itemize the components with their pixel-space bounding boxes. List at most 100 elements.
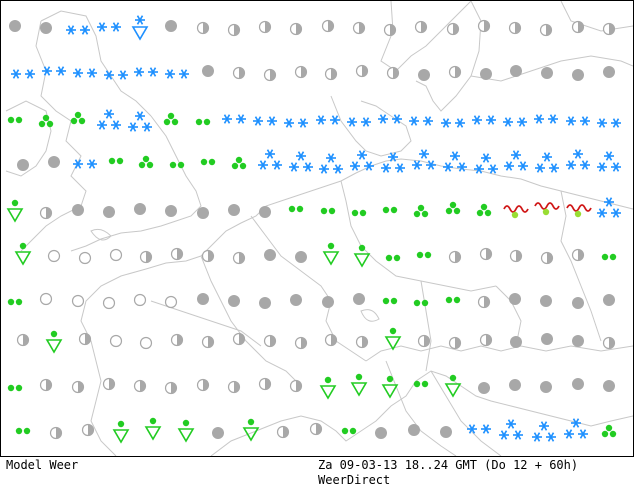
rain-icon (601, 253, 617, 261)
clear-icon (102, 296, 116, 310)
partly-icon (258, 377, 272, 391)
clear-disc (47, 249, 61, 263)
partly-icon (448, 65, 462, 79)
raindrop-glyph (296, 205, 304, 213)
coastline-sweden (415, 1, 482, 112)
partly-fill (56, 427, 62, 439)
partly-icon (81, 423, 95, 437)
border-3 (365, 345, 633, 362)
shower-rain-icon (14, 242, 32, 266)
overcast-icon (572, 69, 584, 81)
border-2 (340, 180, 497, 292)
overcast-disc (212, 427, 224, 439)
raindrop-glyph (74, 111, 82, 119)
overcast-icon (165, 205, 177, 217)
snow-heavy-icon (128, 111, 152, 132)
partly-icon (479, 333, 493, 347)
partly-icon (324, 333, 338, 347)
partly-fill (515, 22, 521, 34)
snowflake-glyph (486, 115, 496, 125)
snowflake-glyph (135, 111, 145, 121)
rain-icon (416, 251, 432, 259)
overcast-icon (165, 20, 177, 32)
partly-icon (289, 22, 303, 36)
snowflake-glyph (395, 163, 405, 173)
partly-fill (609, 23, 615, 35)
partly-fill (486, 334, 492, 346)
snow-heavy-icon (381, 152, 405, 173)
shower-triangle (45, 339, 63, 354)
overcast-disc (17, 159, 29, 171)
snowflake-glyph (474, 164, 484, 174)
partly-fill (301, 66, 307, 78)
raindrop-glyph (453, 296, 461, 304)
raindrop-glyph (169, 161, 177, 169)
partly-icon (414, 20, 428, 34)
raindrop-glyph (46, 120, 54, 128)
raindrop-glyph (324, 376, 332, 384)
raindrop-glyph (355, 373, 363, 381)
raindrop-glyph (605, 424, 613, 432)
raindrop-glyph (108, 157, 116, 165)
snow-heavy-icon (564, 418, 588, 439)
overcast-icon (540, 295, 552, 307)
partly-fill (316, 423, 322, 435)
shower-triangle (131, 26, 149, 41)
overcast-disc (540, 295, 552, 307)
partly-fill (88, 424, 94, 436)
snowflake-glyph (578, 429, 588, 439)
overcast-icon (572, 335, 584, 347)
raindrop-glyph (142, 155, 150, 163)
partly-icon (227, 23, 241, 37)
raindrop-glyph (11, 199, 19, 207)
coastline-france-west (80, 255, 202, 456)
partly-icon (540, 251, 554, 265)
partly-fill (393, 67, 399, 79)
raindrop-glyph (195, 118, 203, 126)
raindrop-glyph (413, 380, 421, 388)
raindrop-glyph (449, 374, 457, 382)
overcast-icon (603, 294, 615, 306)
partly-icon (49, 426, 63, 440)
shower-rain-icon (6, 199, 24, 223)
snowflake-glyph (441, 118, 451, 128)
rain-heavy-icon (445, 201, 461, 215)
overcast-icon (259, 206, 271, 218)
partly-fill (46, 207, 52, 219)
partly-icon (232, 332, 246, 346)
rain-heavy-icon (601, 424, 617, 438)
overcast-icon (572, 297, 584, 309)
clear-disc (139, 336, 153, 350)
raindrop-glyph (421, 210, 429, 218)
snow-icon (165, 69, 189, 79)
snowflake-glyph (546, 432, 556, 442)
partly-icon (386, 66, 400, 80)
overcast-disc (103, 206, 115, 218)
partly-fill (171, 382, 177, 394)
overcast-disc (197, 293, 209, 305)
snowflake-glyph (392, 114, 402, 124)
shower-rain-icon (353, 244, 371, 268)
raindrop-glyph (15, 384, 23, 392)
rain-heavy-icon (138, 155, 154, 169)
partly-fill (359, 22, 365, 34)
snowflake-glyph (604, 197, 614, 207)
overcast-disc (322, 296, 334, 308)
raindrop-glyph (200, 158, 208, 166)
partly-fill (424, 335, 430, 347)
overcast-icon (408, 424, 420, 436)
raindrop-glyph (138, 161, 146, 169)
overcast-disc (290, 294, 302, 306)
rain-icon (108, 157, 124, 165)
partly-fill (455, 66, 461, 78)
clear-disc (71, 294, 85, 308)
snowflake-glyph (66, 25, 76, 35)
partly-fill (484, 296, 490, 308)
overcast-disc (572, 378, 584, 390)
shower-triangle (242, 427, 260, 442)
snowflake-glyph (42, 66, 52, 76)
snow-icon (11, 69, 35, 79)
raindrop-glyph (351, 209, 359, 217)
snow-heavy-icon (443, 151, 467, 172)
snowflake-glyph (597, 208, 607, 218)
